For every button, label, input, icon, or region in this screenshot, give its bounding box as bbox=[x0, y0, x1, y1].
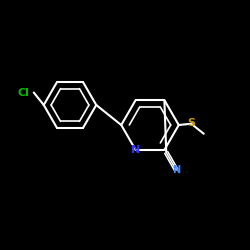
Text: N: N bbox=[131, 145, 140, 155]
Text: N: N bbox=[172, 165, 180, 175]
Text: Cl: Cl bbox=[18, 88, 30, 98]
Text: S: S bbox=[187, 118, 195, 128]
